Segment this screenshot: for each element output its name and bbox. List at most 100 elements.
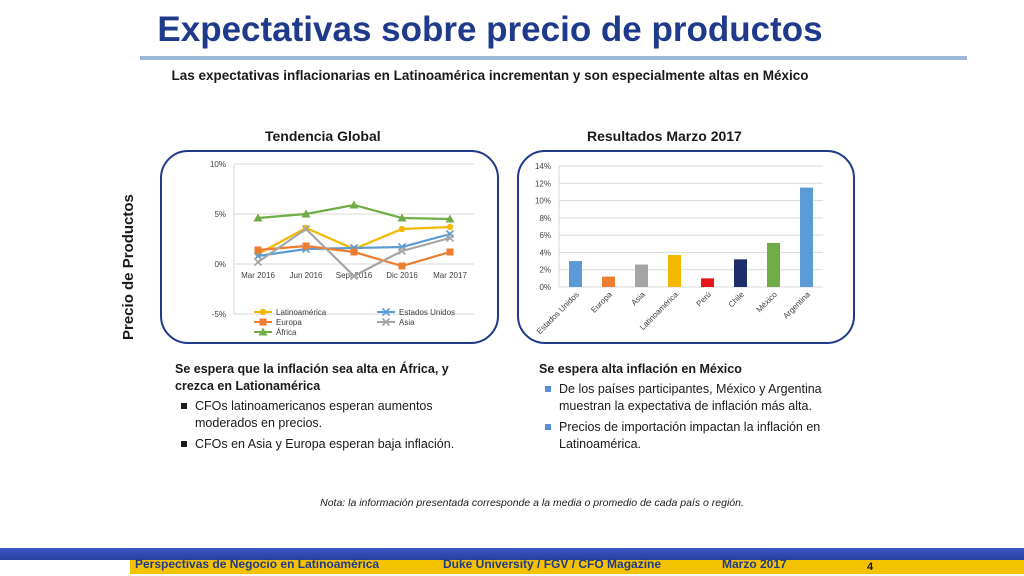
- data-point: [445, 233, 455, 243]
- y-tick-label: 2%: [539, 266, 551, 275]
- data-point: [259, 308, 267, 316]
- y-tick-label: 10%: [210, 160, 226, 169]
- left-bullet-item: CFOs latinoamericanos esperan aumentos m…: [181, 398, 475, 432]
- x-tick-label: Jun 2016: [290, 271, 323, 280]
- data-point-stroke: [253, 257, 263, 267]
- y-tick-label: 4%: [539, 248, 551, 257]
- y-tick-label: 6%: [539, 231, 551, 240]
- data-point: [302, 242, 310, 250]
- footnote: Nota: la información presentada correspo…: [320, 497, 744, 509]
- data-point: [259, 318, 267, 326]
- data-point: [350, 248, 358, 256]
- legend-item: Asia: [377, 317, 415, 327]
- series-frica: [253, 200, 455, 223]
- data-point: [445, 214, 455, 223]
- legend-label: Estados Unidos: [399, 308, 455, 317]
- data-point: [398, 262, 406, 270]
- data-point: [253, 251, 263, 261]
- legend-label: África: [276, 328, 297, 337]
- footer-date-text: Marzo 2017: [722, 557, 787, 571]
- x-tick-label: México: [755, 290, 780, 315]
- right-bullet-list: De los países participantes, México y Ar…: [539, 381, 849, 453]
- right-text-block: Se espera alta inflación en México De lo…: [539, 361, 849, 457]
- line-chart-panel: 10% 5% 0% -5% Mar 2016 Jun 2016 Sept 2016 Dic 2…: [160, 150, 499, 344]
- data-point-stroke: [445, 233, 455, 243]
- left-text-block: Se espera que la inflación sea alta en Á…: [175, 361, 475, 457]
- left-bullet-item: CFOs en Asia y Europa esperan baja infla…: [181, 436, 475, 453]
- data-point: [381, 307, 391, 317]
- data-point-stroke: [381, 307, 391, 317]
- data-point-stroke: [397, 246, 407, 256]
- data-point: [349, 271, 359, 281]
- y-tick-label: 10%: [535, 197, 551, 206]
- footer-strip: [130, 560, 1024, 574]
- x-tick-label: Europa: [589, 290, 614, 315]
- x-tick-label: Estados Unidos: [535, 290, 581, 336]
- x-tick-label: Dic 2016: [386, 271, 418, 280]
- left-bullet-list: CFOs latinoamericanos esperan aumentos m…: [175, 398, 475, 453]
- y-tick-label: 12%: [535, 179, 551, 188]
- right-bullet-item: De los países participantes, México y Ar…: [545, 381, 849, 415]
- bar: [668, 255, 681, 287]
- page-number: 4: [867, 561, 874, 573]
- footer-left-text: Perspectivas de Negocio en Latinoamérica: [135, 557, 380, 571]
- data-point: [253, 213, 263, 222]
- x-tick-label: Argentina: [781, 290, 812, 321]
- data-point-stroke: [301, 224, 311, 234]
- line-chart: 10%5%0%-5%Mar 2016 Jun 2016 Sept 2016 Dic 2…: [210, 160, 474, 337]
- data-point: [397, 246, 407, 256]
- right-bullet-item: Precios de importación impactan la infla…: [545, 419, 849, 453]
- legend-label: Latinoamérica: [276, 308, 327, 317]
- y-tick-label: -5%: [212, 310, 226, 319]
- data-point: [301, 224, 311, 234]
- data-point-stroke: [253, 251, 263, 261]
- legend-item: África: [254, 327, 297, 337]
- data-point: [349, 200, 359, 209]
- data-point: [446, 248, 454, 256]
- y-tick-label: 0%: [539, 283, 551, 292]
- series-asia: [253, 224, 455, 281]
- x-tick-label: Mar 2016: [241, 271, 275, 280]
- left-chart-title: Tendencia Global: [265, 128, 381, 144]
- page-title: Expectativas sobre precio de productos: [157, 10, 823, 49]
- legend-item: Estados Unidos: [377, 307, 455, 317]
- bar: [635, 264, 648, 287]
- data-point-stroke: [381, 317, 391, 327]
- side-label-container: Precio de Productos: [120, 194, 144, 510]
- bar-chart-panel: 14% 12% 10% 8% 6% 4% 2% 0% Estados Unidos Europa A…: [517, 150, 855, 344]
- footer: Perspectivas de Negocio en Latinoamérica…: [0, 548, 1024, 576]
- footer-center-text: Duke University / FGV / CFO Magazine: [443, 557, 662, 571]
- y-tick-label: 14%: [535, 162, 551, 171]
- left-text-heading: Se espera que la inflación sea alta en Á…: [175, 362, 449, 393]
- y-tick-label: 0%: [214, 260, 226, 269]
- right-chart-title: Resultados Marzo 2017: [587, 128, 742, 144]
- data-point: [397, 213, 407, 222]
- bar: [701, 278, 714, 287]
- bar: [767, 242, 780, 287]
- page-subtitle: Las expectativas inflacionarias en Latin…: [171, 68, 809, 83]
- legend-item: Europa: [254, 318, 302, 327]
- x-tick-label: Chile: [727, 290, 747, 310]
- bar-chart: 14% 12% 10% 8% 6% 4% 2% 0%Estados Unidos Europa A…: [535, 162, 823, 336]
- bar: [734, 259, 747, 287]
- data-point: [301, 209, 311, 218]
- bar: [569, 261, 582, 287]
- x-tick-label: Perú: [695, 290, 713, 308]
- y-tick-label: 5%: [214, 210, 226, 219]
- footer-bar: [0, 548, 1024, 560]
- data-point: [258, 327, 268, 336]
- y-tick-label: 8%: [539, 214, 551, 223]
- x-tick-label: Mar 2017: [433, 271, 467, 280]
- data-point: [381, 317, 391, 327]
- legend-label: Asia: [399, 318, 415, 327]
- bar: [602, 276, 615, 287]
- data-point: [398, 225, 406, 233]
- side-label: Precio de Productos: [120, 194, 137, 340]
- right-text-heading: Se espera alta inflación en México: [539, 362, 742, 376]
- data-point: [254, 246, 262, 254]
- legend-item: Latinoamérica: [254, 308, 327, 317]
- data-point: [446, 223, 454, 231]
- legend-label: Europa: [276, 318, 302, 327]
- data-point: [253, 257, 263, 267]
- bar: [800, 187, 813, 287]
